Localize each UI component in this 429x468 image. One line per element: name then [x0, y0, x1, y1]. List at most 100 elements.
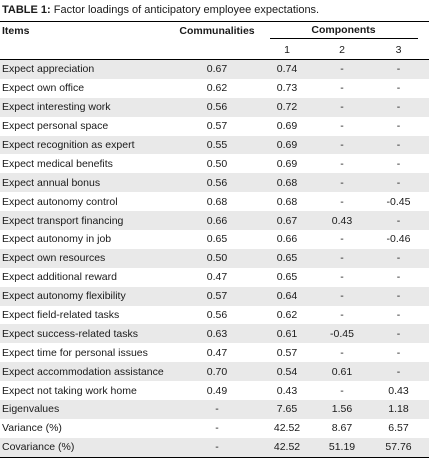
row-component-1: 0.57: [276, 346, 298, 359]
row-component-1: 0.69: [258, 135, 316, 155]
row-item-label: Expect recognition as expert: [0, 135, 176, 155]
row-component-1: 0.61: [258, 324, 316, 344]
row-component-3: -: [396, 82, 401, 95]
row-item-label: Expect success-related tasks: [0, 324, 176, 344]
blank-header-cell: [0, 40, 176, 60]
row-component-2: -: [340, 120, 344, 133]
row-component-1: 42.52: [273, 422, 301, 435]
row-communality: 0.47: [206, 346, 228, 359]
header-components-label: Components: [311, 23, 376, 36]
row-communality: 0.57: [206, 120, 228, 133]
row-component-2: -: [316, 173, 368, 193]
row-component-3: -: [396, 120, 401, 133]
row-component-3: -: [368, 324, 429, 344]
component-1-header: 1: [284, 43, 290, 56]
row-component-3: -: [368, 286, 429, 306]
row-communality: 0.50: [176, 248, 258, 268]
row-item-label: Expect own office: [2, 82, 85, 95]
row-component-3: 1.18: [368, 400, 429, 419]
component-3-header: 3: [395, 43, 402, 56]
row-component-1: 0.66: [276, 233, 298, 246]
row-item-label: Expect accommodation assistance: [0, 362, 176, 382]
row-component-2: 0.43: [316, 211, 368, 231]
row-communality: 0.47: [206, 271, 228, 284]
row-component-1: 0.69: [276, 157, 298, 170]
row-component-2: -: [340, 309, 344, 322]
row-component-2: -: [340, 233, 344, 246]
row-component-2: -: [316, 97, 368, 117]
row-component-1: 0.69: [276, 120, 298, 133]
table-row: Expect time for personal issues 0.47 0.57 -…: [0, 343, 429, 362]
row-component-3: -: [368, 362, 429, 382]
row-component-1: 0.65: [258, 248, 316, 268]
row-component-3: -: [368, 97, 429, 117]
row-component-3: -: [396, 346, 401, 359]
row-communality: -: [215, 422, 219, 435]
row-component-1: 0.72: [258, 97, 316, 117]
table-row: Expect field-related tasks 0.56 0.62 - -: [0, 306, 429, 325]
row-communality: 0.67: [176, 59, 258, 79]
row-component-1: 0.68: [276, 195, 298, 208]
row-component-3: 0.43: [388, 384, 409, 397]
row-component-3: 6.57: [388, 422, 409, 435]
row-component-3: -0.45: [386, 195, 411, 208]
row-component-1: 42.52: [258, 437, 316, 458]
row-communality: 0.56: [176, 97, 258, 117]
row-component-3: -: [368, 59, 429, 79]
row-component-2: -: [316, 286, 368, 306]
table-row: Expect own resources 0.50 0.65- -: [0, 248, 429, 268]
row-communality: 0.56: [206, 309, 228, 322]
row-item-label: Expect annual bonus: [0, 173, 176, 193]
row-component-2: -: [316, 135, 368, 155]
row-item-label: Expect personal space: [2, 120, 109, 133]
table-row: Expect autonomy flexibility 0.57 0.64- -: [0, 286, 429, 306]
table-body: Expect appreciation 0.67 0.74- - Expect own …: [0, 59, 429, 458]
row-item-label: Expect transport financing: [0, 211, 176, 231]
table-row: Eigenvalues -7.65 1.56 1.18: [0, 400, 429, 419]
row-component-3: -: [368, 173, 429, 193]
table-row: Expect own office 0.62 0.73 - -: [0, 79, 429, 98]
row-communality: 0.56: [176, 173, 258, 193]
row-component-2: 0.61: [316, 362, 368, 382]
row-component-1: 0.74: [258, 59, 316, 79]
row-component-1: 0.68: [258, 173, 316, 193]
table-row: Expect personal space 0.57 0.69 - -: [0, 117, 429, 136]
table-row: Expect annual bonus 0.56 0.68- -: [0, 173, 429, 193]
row-item-label: Eigenvalues: [0, 400, 176, 419]
blank-header-cell: [176, 40, 258, 60]
row-communality: 0.55: [176, 135, 258, 155]
row-communality: 0.65: [206, 233, 228, 246]
row-component-1: 0.62: [276, 309, 298, 322]
row-item-label: Expect additional reward: [2, 271, 117, 284]
row-communality: 0.63: [176, 324, 258, 344]
factor-loadings-table: Items Communalities Components 1 2 3 Exp…: [0, 21, 429, 458]
row-component-2: -: [340, 195, 344, 208]
components-underline: [269, 37, 418, 39]
row-component-3: -: [396, 157, 401, 170]
caption-label: TABLE 1:: [2, 4, 51, 16]
row-communality: 0.49: [206, 384, 228, 397]
table-row: Expect not taking work home 0.49 0.43 - 0.43: [0, 381, 429, 400]
row-item-label: Variance (%): [2, 422, 62, 435]
row-item-label: Expect field-related tasks: [2, 309, 120, 322]
row-communality: -: [176, 400, 258, 419]
row-item-label: Expect autonomy flexibility: [0, 286, 176, 306]
table-row: Expect recognition as expert 0.55 0.69- -: [0, 135, 429, 155]
row-item-label: Expect own resources: [0, 248, 176, 268]
row-component-2: 1.56: [316, 400, 368, 419]
caption-text: Factor loadings of anticipatory employee…: [50, 4, 320, 16]
row-communality: 0.66: [176, 211, 258, 231]
row-item-label: Expect medical benefits: [2, 157, 113, 170]
table-row: Expect interesting work 0.56 0.72- -: [0, 97, 429, 117]
row-component-3: 57.76: [368, 437, 429, 458]
table-row: Expect autonomy in job 0.65 0.66 - -0.46: [0, 230, 429, 249]
row-component-1: 0.65: [276, 271, 298, 284]
row-item-label: Expect interesting work: [0, 97, 176, 117]
row-component-1: 0.73: [276, 82, 298, 95]
row-component-2: 51.19: [316, 437, 368, 458]
row-component-2: -: [340, 271, 344, 284]
row-communality: 0.68: [206, 195, 228, 208]
table-row: Variance (%) - 42.52 8.67 6.57: [0, 419, 429, 438]
row-item-label: Expect not taking work home: [2, 384, 137, 397]
